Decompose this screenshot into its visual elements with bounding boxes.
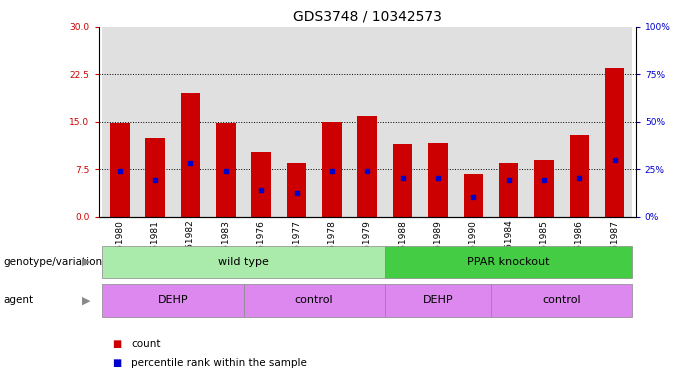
- Bar: [322, 122, 341, 217]
- Bar: [146, 138, 165, 217]
- Text: GDS3748 / 10342573: GDS3748 / 10342573: [293, 10, 441, 23]
- Bar: [491, 284, 632, 317]
- Bar: [102, 284, 243, 317]
- Bar: [420, 27, 456, 217]
- Bar: [110, 123, 129, 217]
- Bar: [173, 27, 208, 217]
- Text: ▶: ▶: [82, 295, 90, 306]
- Bar: [314, 27, 350, 217]
- Bar: [252, 152, 271, 217]
- Text: count: count: [131, 339, 160, 349]
- Bar: [464, 174, 483, 217]
- Text: DEHP: DEHP: [158, 295, 188, 306]
- Bar: [102, 246, 385, 278]
- Bar: [181, 93, 200, 217]
- Text: control: control: [542, 295, 581, 306]
- Bar: [358, 116, 377, 217]
- Bar: [243, 27, 279, 217]
- Text: agent: agent: [3, 295, 33, 306]
- Bar: [385, 27, 420, 217]
- Text: ■: ■: [112, 339, 122, 349]
- Bar: [102, 27, 137, 217]
- Bar: [216, 123, 235, 217]
- Text: control: control: [295, 295, 333, 306]
- Bar: [428, 143, 447, 217]
- Bar: [526, 27, 562, 217]
- Bar: [243, 284, 385, 317]
- Bar: [279, 27, 314, 217]
- Bar: [570, 135, 589, 217]
- Bar: [385, 284, 491, 317]
- Bar: [350, 27, 385, 217]
- Text: ▶: ▶: [82, 257, 90, 267]
- Bar: [499, 163, 518, 217]
- Text: PPAR knockout: PPAR knockout: [467, 257, 550, 267]
- Bar: [208, 27, 243, 217]
- Text: genotype/variation: genotype/variation: [3, 257, 103, 267]
- Bar: [137, 27, 173, 217]
- Text: ■: ■: [112, 358, 122, 368]
- Bar: [605, 68, 624, 217]
- Bar: [534, 160, 554, 217]
- Bar: [491, 27, 526, 217]
- Bar: [456, 27, 491, 217]
- Bar: [393, 144, 412, 217]
- Text: DEHP: DEHP: [422, 295, 453, 306]
- Text: wild type: wild type: [218, 257, 269, 267]
- Text: percentile rank within the sample: percentile rank within the sample: [131, 358, 307, 368]
- Bar: [385, 246, 632, 278]
- Bar: [562, 27, 597, 217]
- Bar: [597, 27, 632, 217]
- Bar: [287, 163, 306, 217]
